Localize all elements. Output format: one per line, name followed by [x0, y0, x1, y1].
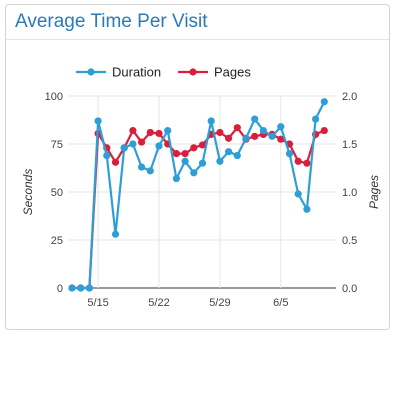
legend-item-pages[interactable]: Pages — [178, 65, 251, 80]
pages-point — [190, 144, 198, 152]
duration-point — [198, 159, 207, 167]
left-y-tick-label: 25 — [51, 235, 63, 247]
right-y-tick-label: 0.5 — [342, 235, 357, 247]
right-y-tick-label: 1.0 — [342, 187, 357, 199]
duration-point — [77, 284, 85, 292]
legend-label-pages: Pages — [214, 65, 251, 80]
pages-point — [155, 129, 163, 138]
duration-point — [207, 117, 215, 125]
pages-point — [233, 124, 241, 132]
duration-point — [285, 150, 294, 158]
right-y-axis-title: Pages — [367, 175, 381, 209]
duration-point — [190, 169, 198, 177]
duration-point — [146, 167, 154, 175]
average-time-per-visit-card: Average Time Per Visit 0 25 50 75 100 0.0 0.5 1… — [5, 4, 390, 330]
duration-point — [172, 174, 180, 183]
left-y-tick-label: 0 — [57, 283, 63, 295]
pages-point — [294, 157, 302, 165]
duration-point — [268, 132, 276, 140]
duration-point — [68, 284, 76, 292]
pages-point — [303, 159, 311, 167]
pages-point — [251, 132, 259, 140]
pages-point — [146, 128, 154, 137]
duration-point — [312, 115, 320, 123]
right-y-tick-label: 0.0 — [342, 283, 357, 295]
pages-point — [277, 135, 285, 143]
card-title: Average Time Per Visit — [15, 11, 208, 32]
legend[interactable]: Duration Pages — [76, 65, 251, 80]
pages-point — [129, 126, 137, 135]
left-y-axis-title: Seconds — [21, 169, 35, 216]
duration-line — [72, 101, 326, 290]
right-y-tick-label: 1.5 — [342, 139, 357, 151]
duration-point — [225, 148, 233, 156]
x-tick-label: 5/22 — [148, 297, 169, 309]
duration-point — [216, 157, 224, 165]
duration-point — [138, 163, 146, 171]
axes: 0 25 50 75 100 0.0 0.5 1.0 1.5 2.0 5/15 5/22 5/29 6/5… — [21, 91, 381, 309]
duration-series — [68, 98, 328, 292]
legend-marker-pages — [189, 68, 197, 76]
pages-point — [138, 138, 146, 146]
duration-point — [181, 157, 189, 165]
duration-point — [251, 115, 259, 123]
duration-point — [155, 142, 163, 150]
pages-point — [216, 128, 224, 137]
x-tick-label: 5/15 — [87, 297, 108, 309]
duration-point — [259, 126, 267, 135]
duration-point — [111, 230, 120, 238]
pages-point — [111, 158, 120, 166]
duration-point — [164, 126, 172, 135]
duration-point — [294, 190, 302, 198]
legend-item-duration[interactable]: Duration — [76, 65, 161, 80]
duration-point — [94, 117, 102, 125]
right-y-tick-label: 2.0 — [342, 91, 357, 103]
pages-point — [198, 141, 207, 149]
pages-point — [181, 150, 189, 158]
left-y-tick-label: 75 — [51, 139, 63, 151]
duration-point — [85, 284, 93, 292]
duration-point — [120, 144, 128, 152]
x-tick-label: 5/29 — [209, 297, 230, 309]
pages-point — [172, 150, 180, 158]
left-y-tick-label: 50 — [51, 187, 63, 199]
duration-point — [277, 123, 285, 131]
pages-point — [320, 126, 328, 135]
duration-point — [242, 134, 250, 142]
duration-point — [303, 205, 311, 213]
legend-marker-duration — [87, 68, 95, 76]
pages-point — [225, 134, 233, 142]
left-y-tick-label: 100 — [45, 91, 63, 103]
duration-point — [320, 98, 328, 106]
card-header: Average Time Per Visit — [6, 5, 389, 40]
x-tick-label: 6/5 — [273, 297, 288, 309]
duration-point — [103, 151, 111, 160]
series-group — [68, 98, 328, 292]
duration-point — [233, 151, 241, 160]
duration-point — [129, 140, 137, 148]
legend-label-duration: Duration — [112, 65, 161, 80]
duration-pages-line-chart: 0 25 50 75 100 0.0 0.5 1.0 1.5 2.0 5/15 5/22 5/29 6/5… — [21, 65, 381, 310]
